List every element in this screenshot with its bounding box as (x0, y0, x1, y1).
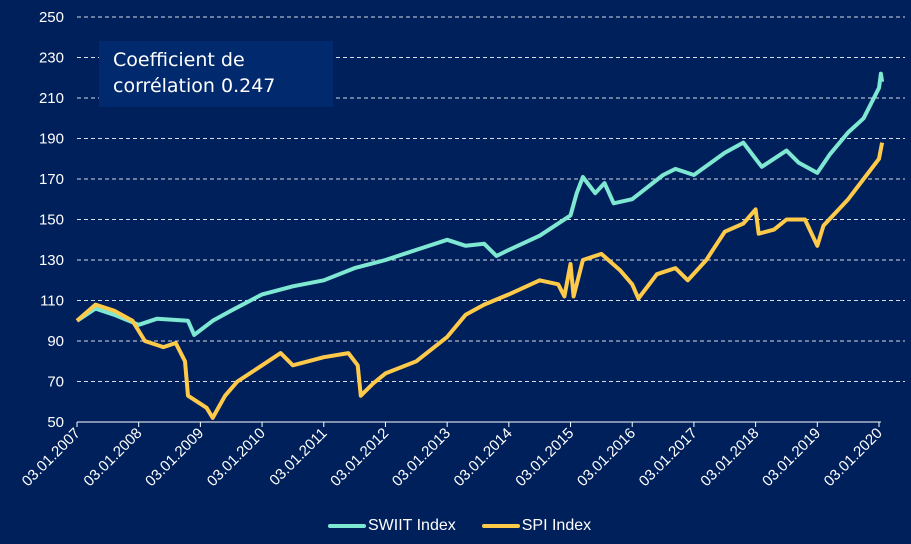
x-tick-label: 03.01.2020 (821, 425, 886, 490)
x-tick-label: 03.01.2007 (19, 425, 84, 490)
legend-item-spi[interactable]: SPI Index (481, 517, 592, 535)
series-line-spi (75, 142, 885, 420)
x-tick-label: 03.01.2010 (204, 425, 269, 490)
y-tick-label: 110 (40, 293, 64, 310)
legend: SWIIT Index SPI Index (328, 517, 617, 535)
annotation-line-1: Coefficient de (113, 49, 245, 71)
y-tick-label: 170 (39, 171, 64, 188)
x-tick-label: 03.01.2019 (759, 425, 824, 490)
y-tick-label: 50 (47, 414, 64, 431)
x-tick-label: 03.01.2014 (451, 425, 516, 490)
y-tick-label: 190 (39, 131, 64, 148)
correlation-annotation: Coefficient de corrélation 0.247 (99, 41, 333, 107)
x-tick-label: 03.01.2008 (80, 425, 145, 490)
x-tick-label: 03.01.2009 (142, 425, 207, 490)
annotation-line-2: corrélation 0.247 (113, 75, 276, 97)
y-tick-label: 150 (39, 212, 64, 229)
y-tick-label: 70 (47, 374, 64, 391)
legend-label-swiit: SWIIT Index (368, 517, 456, 534)
x-tick-label: 03.01.2017 (636, 425, 701, 490)
legend-swatch-spi (481, 524, 520, 528)
y-tick-label: 210 (39, 90, 64, 107)
y-tick-label: 90 (47, 333, 64, 350)
series-line-swiit (75, 71, 885, 337)
x-tick-label: 03.01.2015 (512, 425, 577, 490)
legend-item-swiit[interactable]: SWIIT Index (328, 517, 456, 535)
y-tick-label: 230 (39, 50, 64, 67)
x-tick-label: 03.01.2018 (697, 425, 762, 490)
x-tick-label: 03.01.2011 (266, 425, 330, 489)
x-tick-label: 03.01.2016 (574, 425, 639, 490)
x-tick-label: 03.01.2013 (389, 425, 454, 490)
legend-swatch-swiit (328, 524, 366, 528)
y-tick-label: 250 (39, 9, 64, 26)
legend-label-spi: SPI Index (521, 517, 592, 534)
y-tick-label: 130 (39, 252, 64, 269)
x-tick-label: 03.01.2012 (327, 425, 392, 490)
